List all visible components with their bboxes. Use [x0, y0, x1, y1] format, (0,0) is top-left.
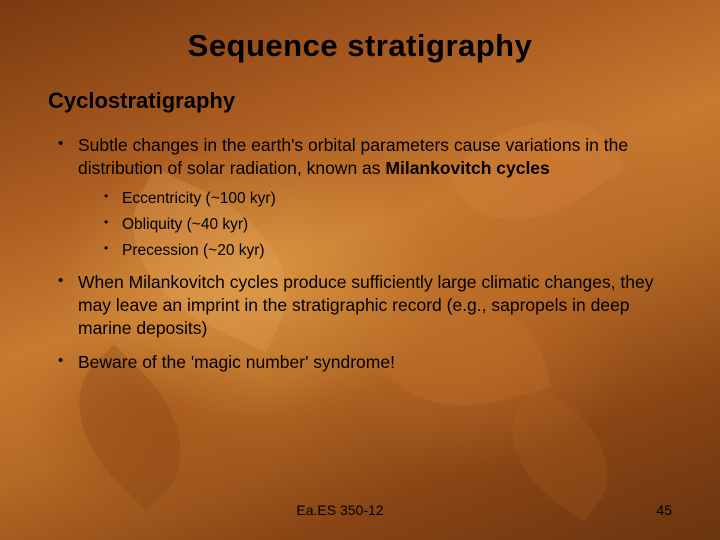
footer-page-number: 45	[632, 502, 672, 518]
bullet-text-bold: Milankovitch cycles	[385, 158, 549, 178]
bullet-item: Subtle changes in the earth's orbital pa…	[54, 134, 672, 261]
bullet-item: Beware of the 'magic number' syndrome!	[54, 351, 672, 374]
slide-subtitle: Cyclostratigraphy	[48, 88, 672, 114]
sub-bullet-list: Eccentricity (~100 kyr) Obliquity (~40 k…	[78, 188, 672, 261]
bullet-list: Subtle changes in the earth's orbital pa…	[48, 134, 672, 374]
sub-bullet-item: Eccentricity (~100 kyr)	[100, 188, 672, 210]
slide-footer: Ea.ES 350-12 45	[0, 502, 720, 518]
slide-content: Sequence stratigraphy Cyclostratigraphy …	[0, 0, 720, 540]
footer-course-code: Ea.ES 350-12	[0, 502, 632, 518]
bullet-item: When Milankovitch cycles produce suffici…	[54, 271, 672, 340]
slide-title: Sequence stratigraphy	[48, 28, 672, 64]
sub-bullet-item: Precession (~20 kyr)	[100, 240, 672, 262]
sub-bullet-item: Obliquity (~40 kyr)	[100, 214, 672, 236]
